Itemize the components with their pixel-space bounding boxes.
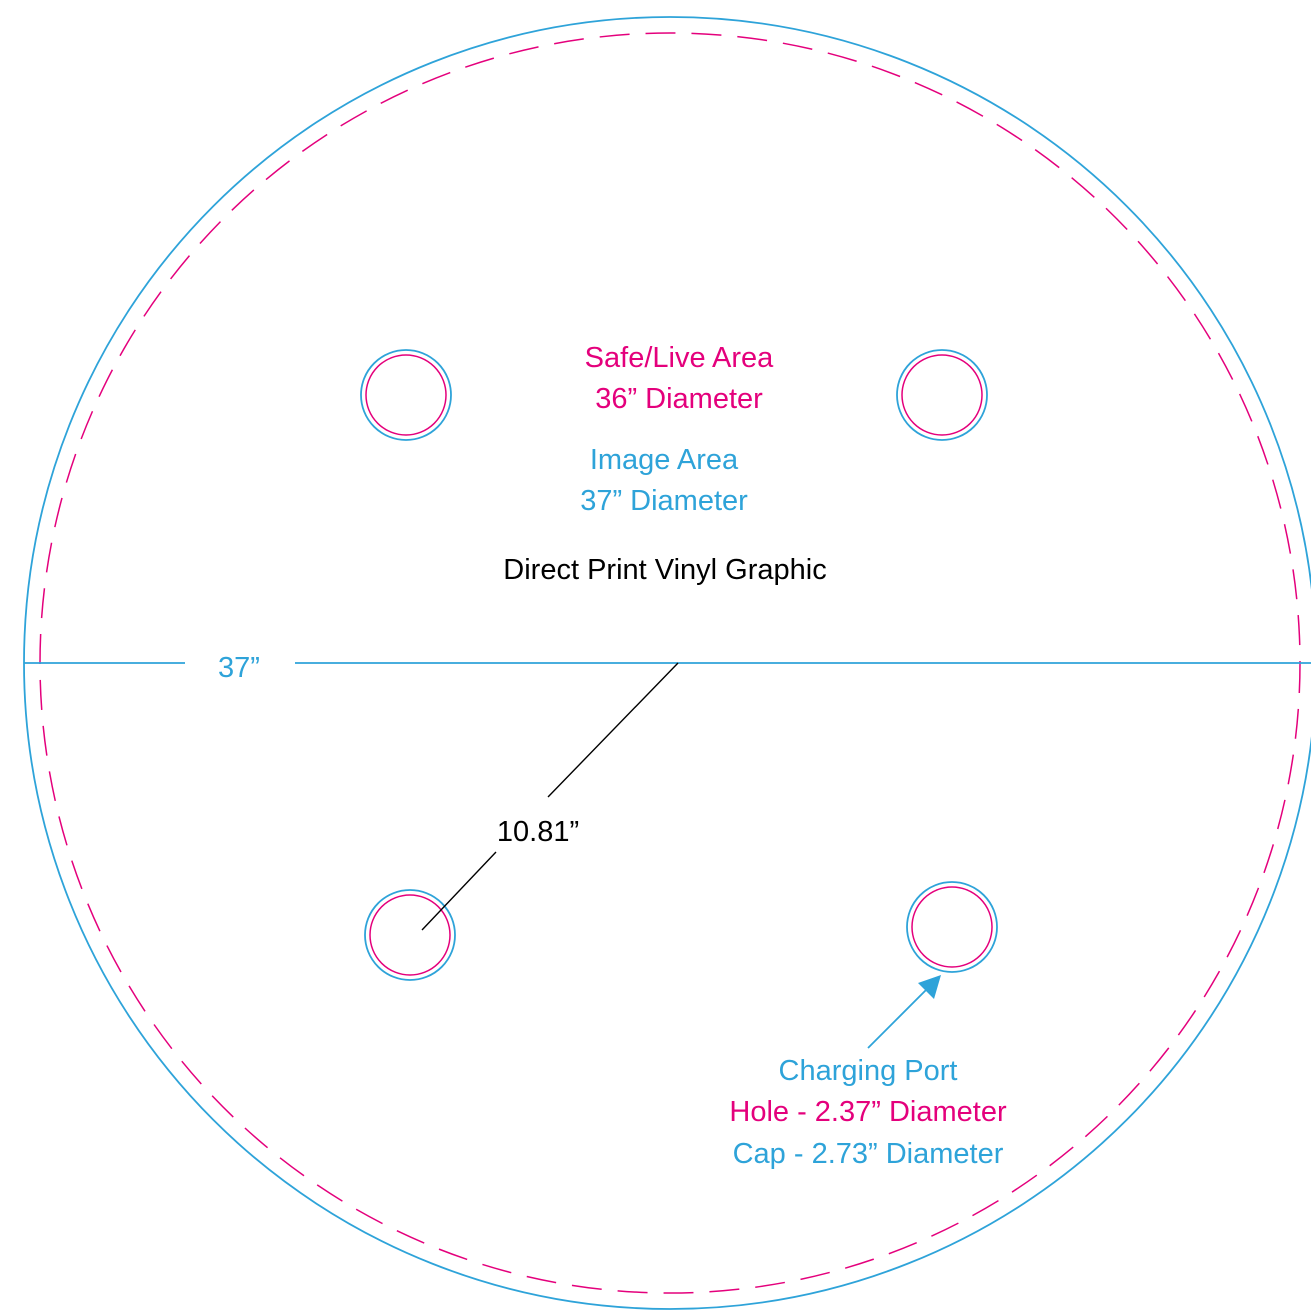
charging-port-pointer-arrowhead <box>918 975 941 999</box>
image-area-size: 37” Diameter <box>580 485 748 517</box>
charging-port-pointer-line <box>867 987 929 1049</box>
port-spacing-leader-lower <box>421 851 497 931</box>
image-area-title: Image Area <box>590 444 739 476</box>
charging-port-cap: Cap - 2.73” Diameter <box>733 1138 1004 1170</box>
charging-port-bottom-left <box>364 889 456 981</box>
charging-port-bottom-right <box>906 881 998 973</box>
charging-port-top-right <box>896 349 988 441</box>
charging-port-hole: Hole - 2.37” Diameter <box>729 1096 1007 1128</box>
safe-area-size: 36” Diameter <box>595 383 763 415</box>
charging-port-title: Charging Port <box>779 1055 958 1087</box>
port-spacing-label: 10.81” <box>497 816 579 848</box>
port-spacing-leader-upper <box>547 662 679 798</box>
product-label: Direct Print Vinyl Graphic <box>503 554 826 586</box>
diameter-label: 37” <box>218 652 260 684</box>
safe-area-title: Safe/Live Area <box>585 342 774 374</box>
charging-port-top-left <box>360 349 452 441</box>
